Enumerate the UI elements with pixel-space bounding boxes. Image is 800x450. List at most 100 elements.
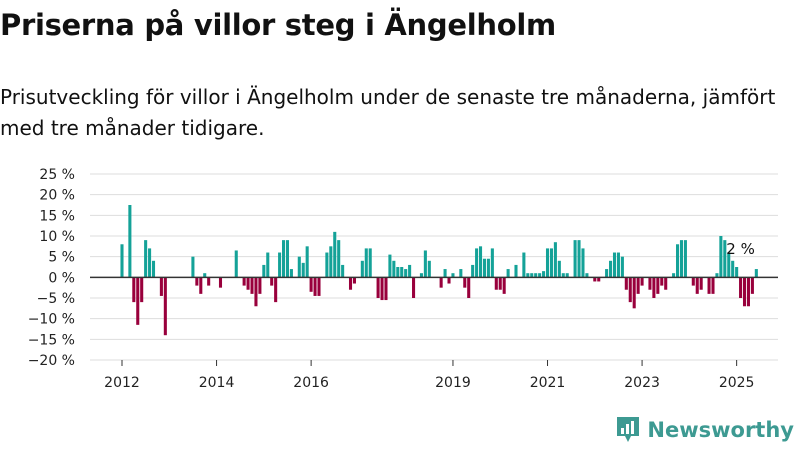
bar <box>538 273 542 278</box>
bar <box>699 277 703 290</box>
bar <box>711 277 715 294</box>
bar <box>203 273 207 278</box>
chart-subtitle: Prisutveckling för villor i Ängelholm un… <box>0 85 776 140</box>
bar <box>419 273 423 278</box>
bar <box>120 244 124 278</box>
bar <box>471 264 475 278</box>
x-tick-label: 2012 <box>104 375 140 390</box>
x-tick-label: 2023 <box>624 375 660 390</box>
bar <box>486 258 490 278</box>
x-tick-label: 2019 <box>435 375 471 390</box>
y-tick-label: 20 % <box>39 188 75 204</box>
y-tick-label: −20 % <box>28 353 75 369</box>
bar <box>218 277 223 288</box>
bar <box>140 277 144 303</box>
bar <box>242 277 246 286</box>
bar <box>731 260 735 278</box>
bar <box>451 273 455 278</box>
bar <box>648 277 652 290</box>
x-tick-label: 2025 <box>719 375 755 390</box>
bar <box>151 260 156 278</box>
bar <box>301 262 305 278</box>
bar <box>246 277 250 290</box>
bar <box>412 277 416 298</box>
bar <box>250 277 254 294</box>
bar <box>309 277 313 292</box>
bar <box>459 269 463 278</box>
bar <box>404 269 408 278</box>
bar <box>695 277 699 294</box>
bar <box>585 273 589 278</box>
bar <box>565 273 569 278</box>
bar <box>482 258 487 278</box>
bar <box>439 277 443 288</box>
bar <box>534 273 538 278</box>
bar <box>348 277 353 290</box>
bar <box>333 231 337 278</box>
bar <box>609 260 613 278</box>
bar <box>479 246 483 278</box>
bar <box>278 252 282 278</box>
bar <box>305 246 309 278</box>
y-tick-label: 25 % <box>39 167 75 183</box>
annotation-label: 2 % <box>726 240 755 258</box>
bar <box>317 277 321 296</box>
bar <box>467 277 471 298</box>
bar-chart: 25 % 20 % 15 % 10 % 5 % 0 % −5 % −10 % −15 % −20 … <box>28 167 778 390</box>
bar <box>380 277 384 301</box>
bar <box>423 250 427 278</box>
bar <box>632 277 636 309</box>
bar <box>577 240 581 278</box>
bar <box>557 260 561 278</box>
bar <box>270 277 274 286</box>
bar <box>715 273 719 278</box>
bar <box>640 277 644 286</box>
bar <box>262 264 266 278</box>
x-tick-label: 2016 <box>293 375 329 390</box>
bar <box>502 277 506 294</box>
bar <box>620 256 624 278</box>
newsworthy-logo: Newsworthy <box>615 416 794 444</box>
bar <box>289 269 293 278</box>
bar <box>329 246 333 278</box>
bar <box>723 240 727 278</box>
bar <box>392 260 396 278</box>
bar <box>545 248 550 278</box>
bar <box>207 277 211 286</box>
bar <box>754 269 758 278</box>
bar <box>376 277 380 298</box>
bar <box>652 277 656 298</box>
y-tick-label: 5 % <box>48 250 75 266</box>
y-tick-label: 0 % <box>48 270 75 286</box>
bar <box>282 240 286 278</box>
y-tick-label: −5 % <box>37 291 75 307</box>
bar <box>352 277 356 284</box>
bar <box>707 277 711 294</box>
bar <box>388 254 392 278</box>
bar <box>581 248 585 278</box>
bar <box>274 277 278 303</box>
bar <box>561 273 565 278</box>
bar <box>624 277 628 290</box>
bar <box>660 277 664 286</box>
y-tick-label: −15 % <box>28 332 75 348</box>
bar <box>234 250 238 278</box>
bar <box>191 256 195 278</box>
bar <box>526 273 530 278</box>
bar <box>494 277 498 290</box>
bar <box>593 277 597 282</box>
bar <box>408 264 412 278</box>
x-tick-label: 2014 <box>199 375 235 390</box>
bar <box>258 277 262 294</box>
bar <box>683 240 687 278</box>
bar <box>136 277 140 325</box>
bar <box>612 252 617 278</box>
bar <box>672 273 676 278</box>
bar <box>163 277 167 336</box>
chart-title: Priserna på villor steg i Ängelholm <box>0 8 556 42</box>
bar <box>159 277 163 296</box>
bar <box>285 240 290 278</box>
bar <box>742 277 747 307</box>
bar <box>313 277 317 296</box>
bar <box>679 240 684 278</box>
